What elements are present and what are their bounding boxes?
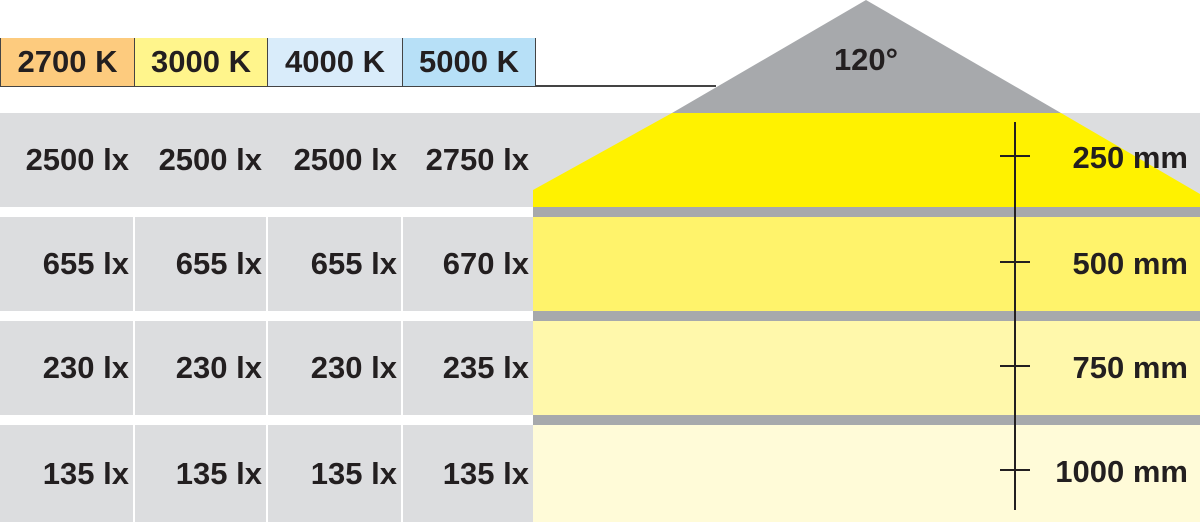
header-2700k: 2700 K: [0, 38, 134, 86]
lux-cell: 2500 lx: [135, 113, 266, 207]
lux-cell: 655 lx: [268, 217, 401, 311]
distance-1000: 1000 mm: [1055, 454, 1188, 489]
header-3000k: 3000 K: [134, 38, 267, 86]
lux-cell: 235 lx: [403, 321, 533, 415]
lux-cell: 2500 lx: [0, 113, 133, 207]
lux-cell: 670 lx: [403, 217, 533, 311]
lux-cell: 2750 lx: [403, 113, 533, 207]
band-1000: [533, 425, 1200, 522]
distance-250: 250 mm: [1072, 140, 1188, 175]
lux-cell: 135 lx: [403, 425, 533, 522]
lux-cell: 230 lx: [0, 321, 133, 415]
beam-cone-top: [672, 0, 1061, 113]
band-250: [533, 113, 1200, 207]
lux-cell: 655 lx: [0, 217, 133, 311]
separator: [533, 311, 1200, 321]
lux-cell: 135 lx: [135, 425, 266, 522]
header-5000k: 5000 K: [402, 38, 536, 86]
header-4000k: 4000 K: [267, 38, 402, 86]
distance-750: 750 mm: [1072, 350, 1188, 385]
lux-cell: 2500 lx: [268, 113, 401, 207]
separator: [533, 207, 1200, 217]
separator: [533, 415, 1200, 425]
lux-cell: 135 lx: [268, 425, 401, 522]
lux-cell: 230 lx: [135, 321, 266, 415]
band-750: [533, 321, 1200, 415]
lux-cell: 655 lx: [135, 217, 266, 311]
band-500: [533, 217, 1200, 311]
distance-500: 500 mm: [1072, 246, 1188, 281]
beam-angle-label: 120°: [833, 42, 899, 77]
lux-cell: 230 lx: [268, 321, 401, 415]
lux-cell: 135 lx: [0, 425, 133, 522]
